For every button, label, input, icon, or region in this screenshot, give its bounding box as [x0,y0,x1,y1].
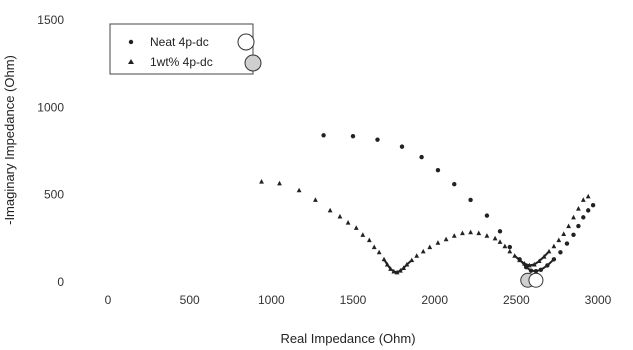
data-point-1wt [353,225,359,230]
data-point-1wt [484,233,490,238]
data-point-1wt [507,248,513,254]
data-point-1wt [551,243,557,249]
data-point-neat [375,137,380,142]
trace-neat-min [518,258,555,273]
legend-open-circle-icon [237,33,255,51]
x-tick-label: 2500 [503,293,530,307]
x-tick-label: 3000 [585,293,612,307]
data-point-1wt [460,230,465,236]
legend-hatched-circle-icon [244,54,262,72]
x-axis-ticks: 0 500 1000 1500 2000 2500 3000 [105,293,612,307]
data-point-1wt [585,193,591,199]
data-point-neat [435,168,441,173]
data-point-1wt [376,249,382,255]
data-point-1wt [571,214,576,220]
data-point-1wt [492,235,498,241]
data-point-1wt [420,248,426,254]
data-point-1wt [366,237,372,243]
data-point-1wt [576,206,581,211]
data-point-neat [399,144,405,149]
data-point-1wt [337,213,343,219]
data-point-1wt [556,237,562,243]
y-tick-label: 0 [57,275,64,289]
data-point-neat [564,241,570,246]
data-point-1wt [561,231,567,236]
data-point-1wt [443,236,449,242]
data-point-1wt [451,233,457,238]
data-point-1wt [313,197,318,202]
y-axis-label: -Imaginary Impedance (Ohm) [2,55,17,225]
data-point-neat [507,244,512,250]
data-point-1wt [502,243,508,249]
minimum-marker-neat [528,272,544,288]
data-point-neat [468,197,473,203]
x-axis-label: Real Impedance (Ohm) [280,331,415,346]
data-point-1wt [296,187,302,193]
data-point-1wt [435,240,441,245]
data-point-neat [321,133,326,138]
data-point-neat [581,215,586,220]
data-point-1wt [327,207,333,213]
data-point-neat [576,223,581,229]
y-tick-label: 1500 [37,13,64,27]
data-point-1wt [497,239,503,244]
x-tick-label: 0 [105,293,112,307]
x-tick-label: 2000 [421,293,448,307]
legend-marker-neat [128,39,134,45]
data-point-neat [350,133,356,139]
data-point-1wt [360,232,366,237]
data-point-1wt [414,253,420,258]
y-tick-label: 500 [44,188,64,202]
legend-label-1wt: 1wt% 4p-dc [150,55,213,69]
y-axis-ticks: 0 500 1000 1500 [37,13,64,289]
data-point-1wt [476,230,482,236]
data-point-neat [497,229,503,234]
x-tick-label: 1500 [340,293,367,307]
data-point-1wt [259,178,264,184]
legend: Neat 4p-dc 1wt% 4p-dc [109,23,262,75]
data-point-neat [558,250,563,255]
data-point-neat [484,213,490,218]
x-tick-label: 1000 [258,293,285,307]
data-point-1wt [371,244,377,250]
data-point-neat [419,154,424,160]
data-point-1wt [427,244,433,250]
data-point-1wt [277,180,282,186]
y-tick-label: 1000 [37,100,64,114]
data-point-neat [571,232,576,238]
legend-marker-1wt [128,59,134,64]
legend-box [109,23,254,75]
data-point-neat [586,208,591,213]
data-point-1wt [566,223,571,229]
x-tick-label: 500 [180,293,200,307]
curve-overlays [383,250,555,288]
data-point-neat [452,181,457,187]
plot-area [259,133,596,275]
data-point-neat [590,202,596,208]
data-point-1wt [345,220,351,225]
data-point-1wt [468,229,473,235]
trace-1wt-min1 [383,258,413,274]
data-point-1wt [580,197,586,202]
legend-label-neat: Neat 4p-dc [150,35,209,49]
